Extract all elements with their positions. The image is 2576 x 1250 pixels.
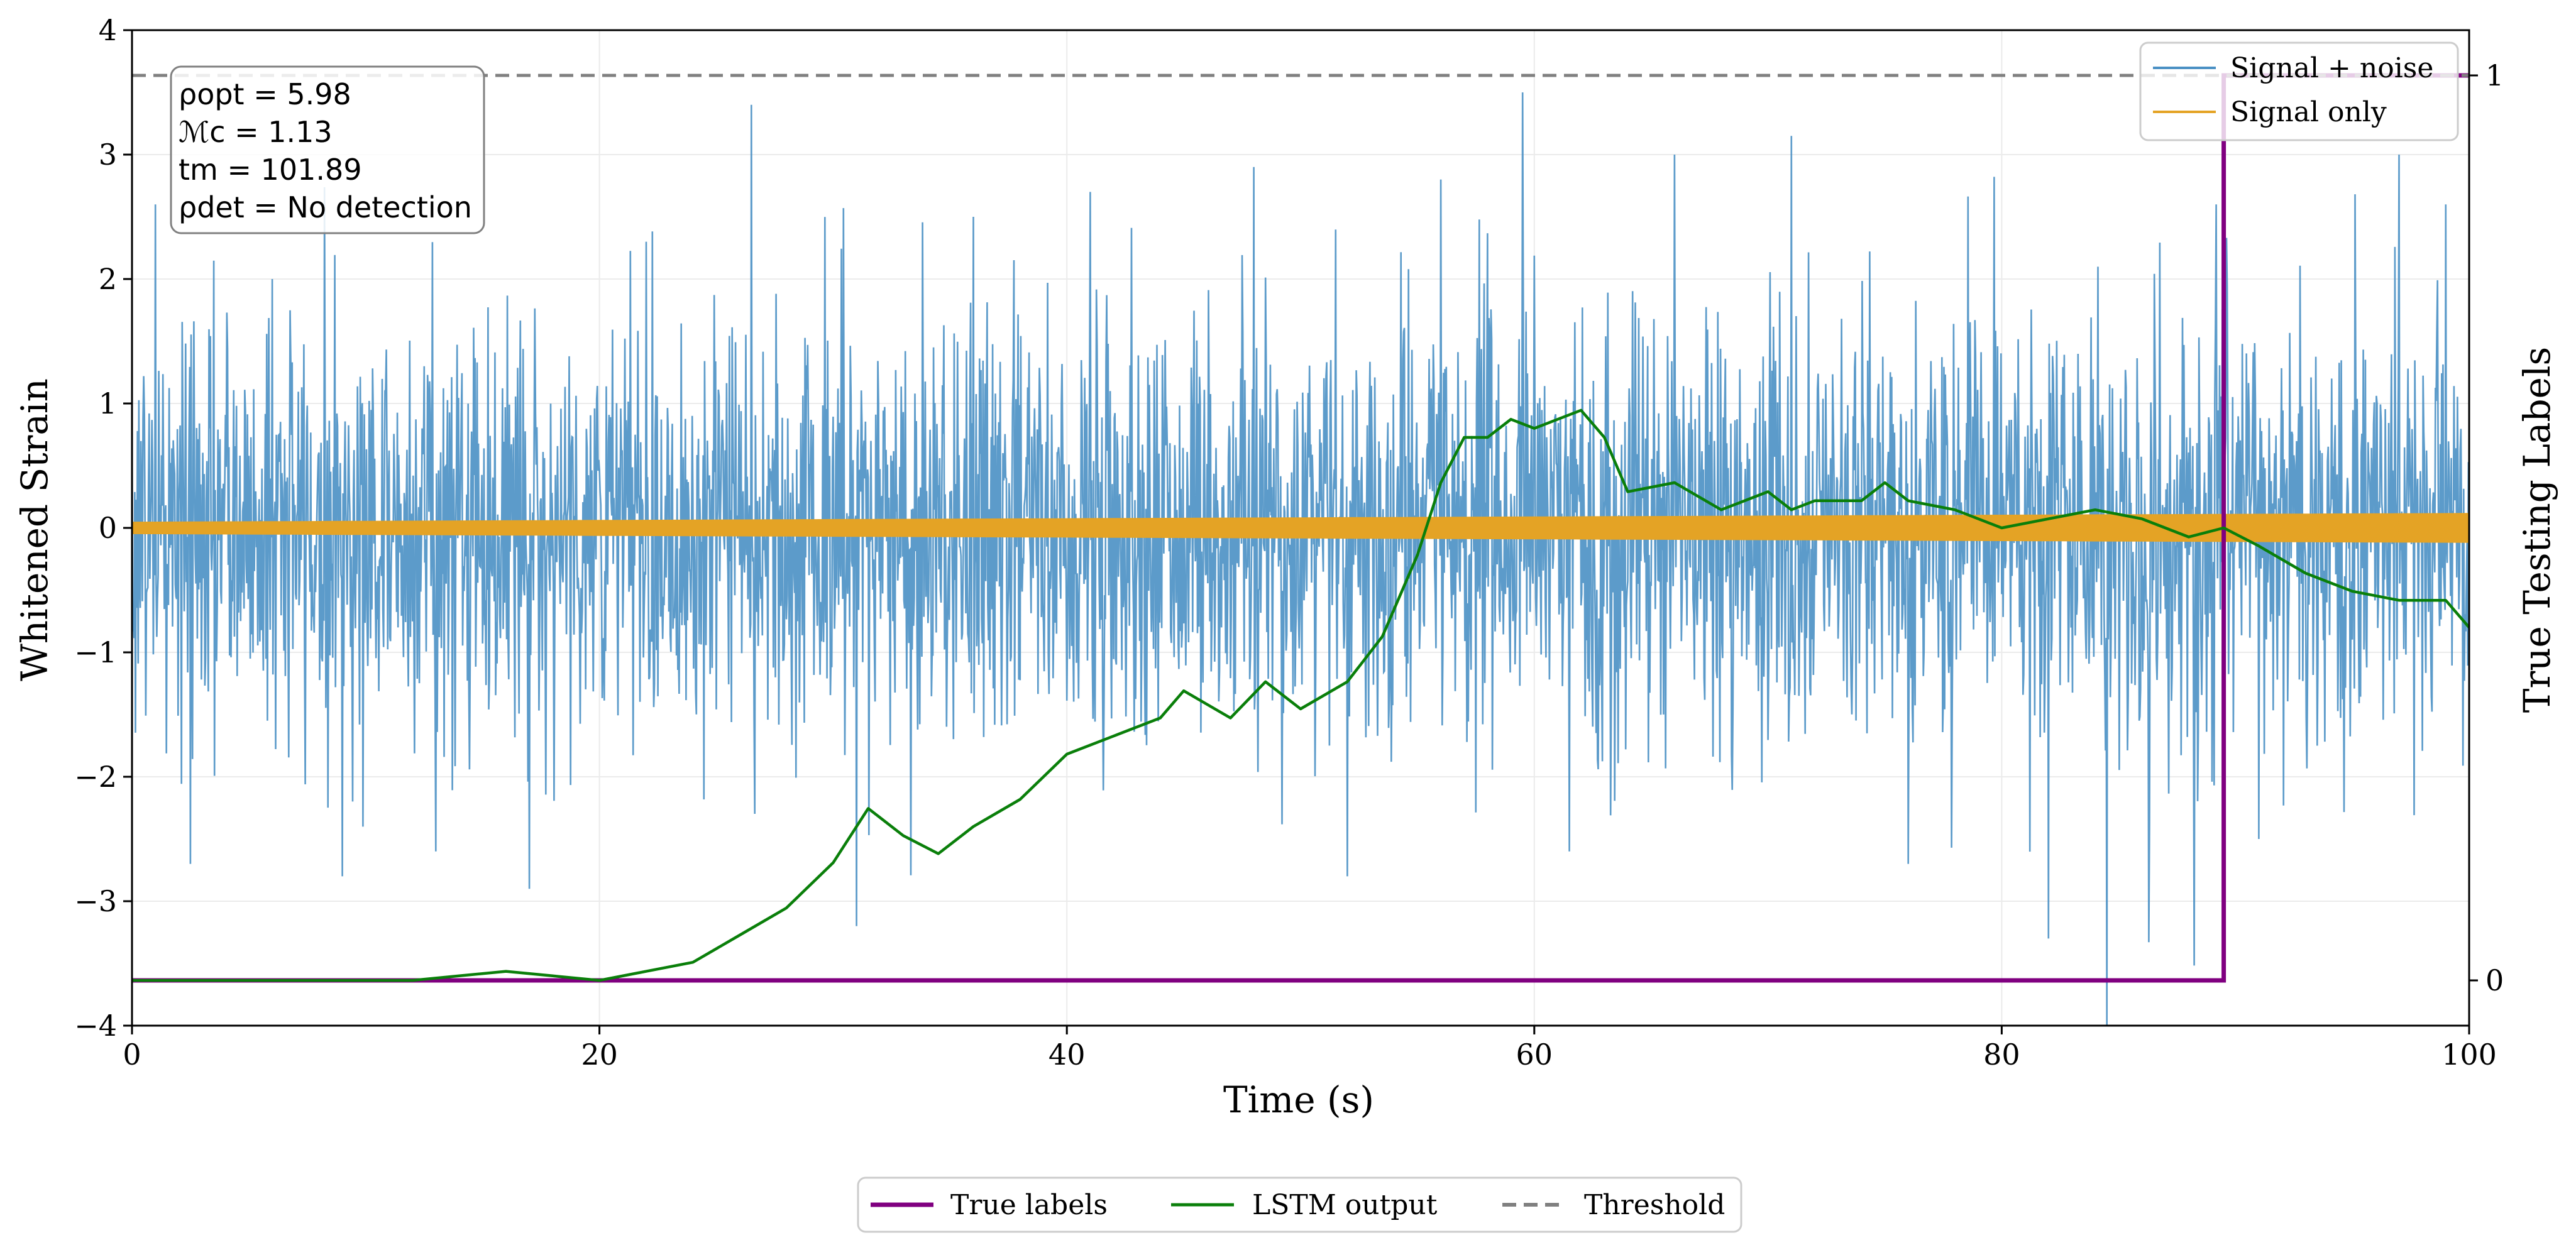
legend-label-signal-noise: Signal + noise <box>2230 52 2433 84</box>
y-tick-label: 1 <box>99 387 117 420</box>
x-axis-label: Time (s) <box>1223 1078 1374 1121</box>
series-signal-noise-line <box>131 92 2470 1026</box>
data-layer <box>131 73 2470 1026</box>
annotation-merger-time: tm = 101.89 <box>179 153 362 187</box>
x-tick-label: 100 <box>2441 1038 2497 1072</box>
legend-label-lstm-output: LSTM output <box>1252 1189 1438 1221</box>
x-tick-label: 20 <box>581 1038 618 1072</box>
y-tick-label: 4 <box>99 13 117 47</box>
annotation-rho-opt: ρopt = 5.98 <box>179 77 351 111</box>
y-right-tick-label: 1 <box>2485 58 2504 92</box>
legend-label-true-labels: True labels <box>950 1189 1108 1221</box>
annotation-rho-det: ρdet = No detection <box>179 190 472 224</box>
y-tick-label: −4 <box>74 1009 117 1043</box>
legend-label-threshold: Threshold <box>1584 1189 1725 1221</box>
y-tick-label: 3 <box>99 138 117 172</box>
x-tick-label: 60 <box>1516 1038 1553 1072</box>
legend-lower-frame <box>857 1176 1742 1233</box>
y-tick-label: −1 <box>74 635 117 669</box>
legend-upper-frame <box>2139 41 2459 141</box>
series-lstm-output-line <box>132 408 2470 982</box>
y-right-tick-label: 0 <box>2485 963 2504 997</box>
y-tick-label: 0 <box>99 511 117 545</box>
legend-label-signal-only: Signal only <box>2230 96 2387 128</box>
legend-lower: True labels LSTM output Threshold <box>857 1176 1742 1233</box>
y-tick-label: 2 <box>99 262 117 296</box>
x-tick-label: 80 <box>1983 1038 2020 1072</box>
x-tick-label: 0 <box>123 1038 141 1072</box>
annotation-box: ρopt = 5.98 ℳc = 1.13 tm = 101.89 ρdet =… <box>170 65 485 234</box>
series-signal-only-band <box>132 513 2469 543</box>
y-right-axis-label: True Testing Labels <box>2516 347 2558 713</box>
y-tick-label: −3 <box>74 884 117 918</box>
y-tick-label: −2 <box>74 760 117 794</box>
annotation-chirp-mass: ℳc = 1.13 <box>179 115 333 149</box>
y-axis-label: Whitened Strain <box>13 378 56 681</box>
legend-upper: Signal + noise Signal only <box>2139 41 2459 141</box>
annotation-box-frame <box>170 65 485 234</box>
x-tick-label: 40 <box>1049 1038 1086 1072</box>
